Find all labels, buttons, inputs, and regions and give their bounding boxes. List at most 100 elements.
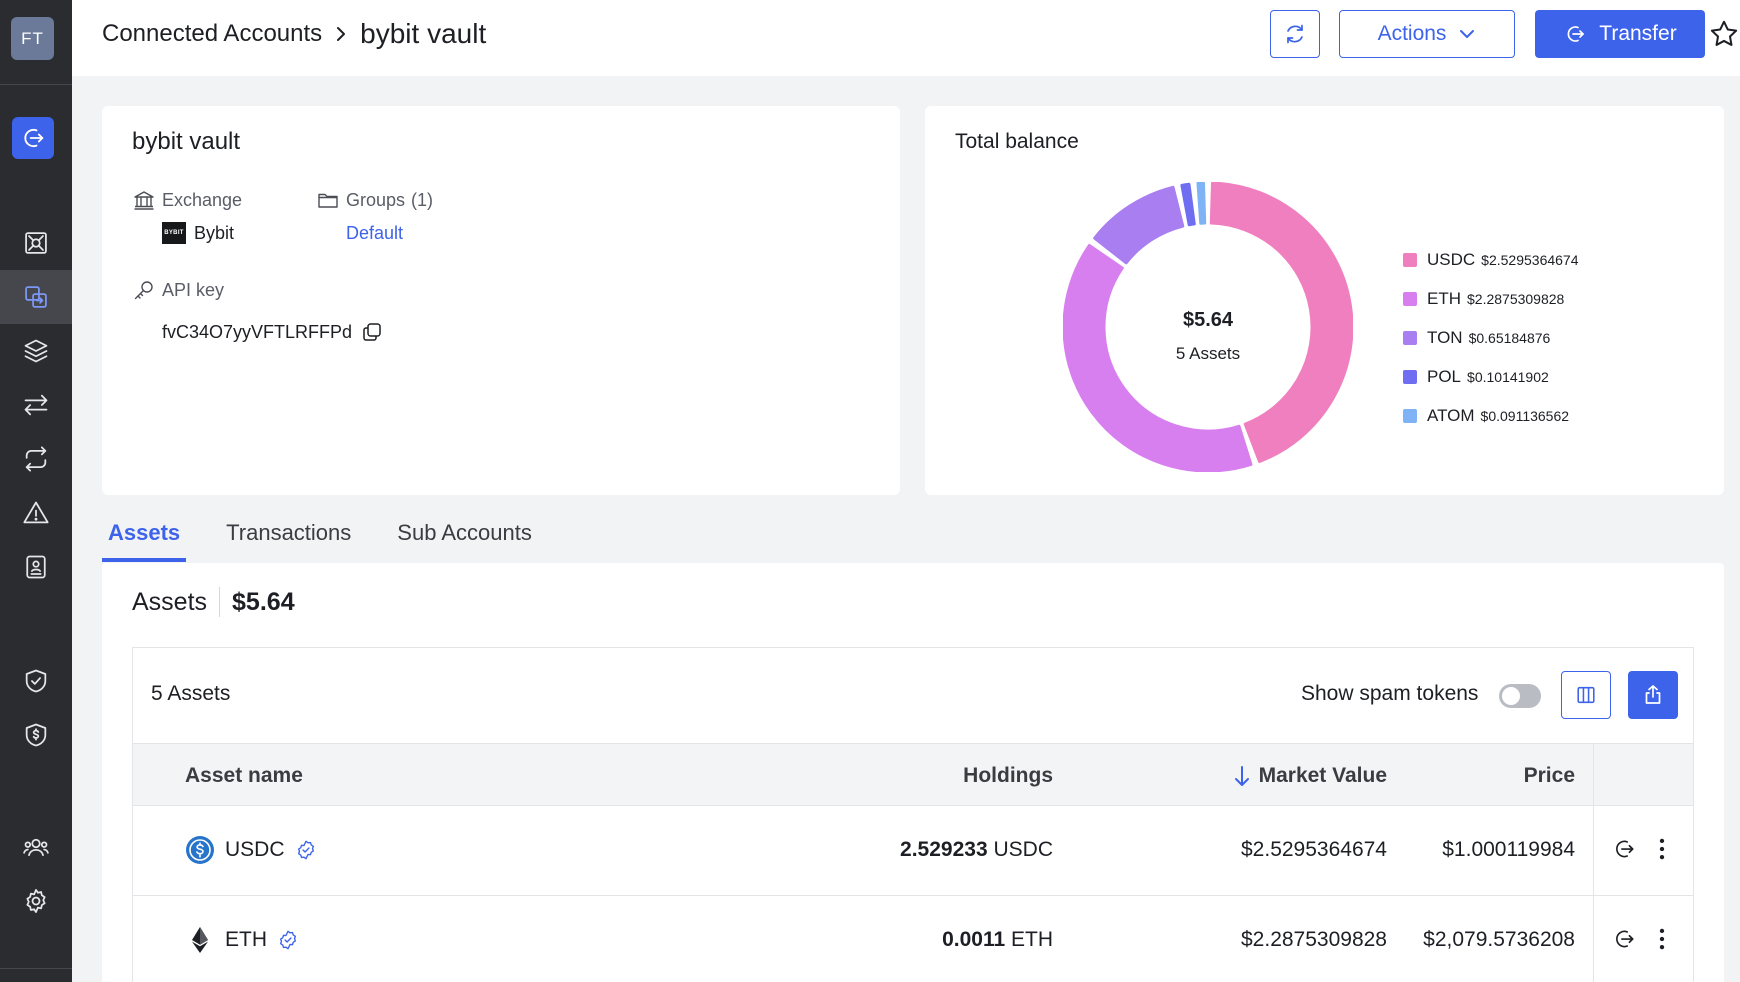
favorite-button[interactable] <box>1699 10 1740 58</box>
actions-dropdown-button[interactable]: Actions <box>1339 10 1515 58</box>
columns-icon <box>1577 686 1595 704</box>
legend-label: ATOM <box>1427 405 1475 425</box>
assets-heading-label: Assets <box>132 587 208 616</box>
tab-sub-accounts[interactable]: Sub Accounts <box>397 520 532 545</box>
account-info-card: bybit vault Exchange BYBIT Bybit Groups … <box>102 106 900 495</box>
total-balance-title: Total balance <box>955 130 1079 153</box>
chevron-right-icon <box>334 25 348 43</box>
sort-arrow-down-icon <box>1234 766 1249 786</box>
table-row[interactable]: USDC 2.529233 USDC $2.5295364674 $1.0001… <box>133 806 1693 896</box>
sidebar-item-alerts[interactable] <box>0 486 72 540</box>
row-more-icon[interactable] <box>1649 836 1675 862</box>
column-holdings[interactable]: Holdings <box>963 764 1053 787</box>
warning-icon <box>23 501 49 524</box>
row-transfer-icon[interactable] <box>1611 836 1637 862</box>
actions-label: Actions <box>1377 22 1447 45</box>
swap-arrows-icon <box>24 394 48 416</box>
legend-label: USDC <box>1427 249 1476 269</box>
legend-label: TON <box>1427 327 1463 347</box>
sticky-column-divider <box>1593 896 1594 982</box>
exchange-label: Exchange <box>132 188 242 212</box>
legend-value: $0.10141902 <box>1467 368 1549 385</box>
assets-table: 5 Assets Show spam tokens Asset name Hol… <box>132 647 1694 982</box>
sidebar-item-assets[interactable] <box>0 324 72 378</box>
transfer-button[interactable]: Transfer <box>1535 10 1705 58</box>
star-icon <box>1710 20 1738 46</box>
donut-center-total: $5.64 <box>1183 309 1234 331</box>
assets-panel: Assets $5.64 5 Assets Show spam tokens A… <box>102 563 1724 982</box>
transfer-icon <box>24 128 44 148</box>
sticky-column-divider <box>1593 744 1594 805</box>
key-icon <box>134 281 153 300</box>
shield-dollar-icon <box>25 723 47 747</box>
refresh-button[interactable] <box>1270 10 1320 58</box>
layers-icon <box>24 339 48 363</box>
assets-total: $5.64 <box>232 587 295 616</box>
breadcrumb-connected-accounts[interactable]: Connected Accounts <box>102 20 323 47</box>
connected-accounts-icon <box>25 286 47 308</box>
sidebar-item-limits[interactable] <box>0 708 72 762</box>
column-price[interactable]: Price <box>1523 764 1575 787</box>
row-transfer-icon[interactable] <box>1611 926 1637 952</box>
holdings-cell: 2.529233 USDC <box>900 838 1053 861</box>
export-button[interactable] <box>1628 671 1678 719</box>
sidebar-item-transactions[interactable] <box>0 378 72 432</box>
assets-heading: Assets $5.64 <box>132 587 295 617</box>
exchange-value: BYBIT Bybit <box>162 222 234 244</box>
verified-badge-icon <box>279 930 297 950</box>
repeat-icon <box>25 446 47 472</box>
column-market-value[interactable]: Market Value <box>1233 764 1387 788</box>
group-link-default[interactable]: Default <box>346 223 404 243</box>
copy-icon[interactable] <box>360 320 384 344</box>
tab-transactions[interactable]: Transactions <box>226 520 352 545</box>
refresh-icon <box>1287 24 1303 44</box>
spam-toggle-label: Show spam tokens <box>1301 682 1479 705</box>
sidebar: FT <box>0 0 72 982</box>
sidebar-item-policies[interactable] <box>0 654 72 708</box>
legend-item-pol: POL $0.10141902 <box>1403 357 1579 396</box>
asset-name-cell: ETH <box>185 925 299 955</box>
account-title: bybit vault <box>132 128 241 155</box>
breadcrumb: Connected Accounts bybit vault <box>102 18 486 50</box>
row-more-icon[interactable] <box>1649 926 1675 952</box>
api-key-label: API key <box>132 278 224 302</box>
assets-count: 5 Assets <box>151 682 231 705</box>
folder-icon <box>318 193 338 208</box>
columns-button[interactable] <box>1561 671 1611 719</box>
toggle-knob <box>1502 687 1520 705</box>
donut-slice-eth[interactable] <box>1063 243 1253 472</box>
table-toolbar: 5 Assets Show spam tokens <box>133 648 1693 743</box>
sidebar-item-users[interactable] <box>0 820 72 874</box>
transfer-icon <box>1567 26 1585 42</box>
market-value-cell: $2.2875309828 <box>1241 928 1387 951</box>
column-asset-name[interactable]: Asset name <box>185 764 303 787</box>
shield-check-icon <box>25 669 47 693</box>
asset-name: ETH <box>225 928 267 951</box>
table-row[interactable]: ETH 0.0011 ETH $2.2875309828 $2,079.5736… <box>133 896 1693 982</box>
legend-item-usdc: USDC $2.5295364674 <box>1403 240 1579 279</box>
sidebar-item-recurring[interactable] <box>0 432 72 486</box>
address-book-icon <box>26 555 46 579</box>
sidebar-item-vaults[interactable] <box>0 216 72 270</box>
sidebar-item-address-book[interactable] <box>0 540 72 594</box>
org-avatar[interactable]: FT <box>11 17 54 60</box>
tab-assets[interactable]: Assets <box>102 512 187 562</box>
spam-tokens-toggle[interactable] <box>1499 684 1541 708</box>
table-header: Asset name Holdings Market Value Price <box>133 743 1693 806</box>
donut-slice-atom[interactable] <box>1196 182 1207 225</box>
balance-donut-chart: $5.64 5 Assets <box>1063 182 1353 472</box>
sidebar-item-transfer[interactable] <box>12 117 54 159</box>
vault-icon <box>25 232 47 254</box>
donut-slice-pol[interactable] <box>1180 182 1196 227</box>
chevron-down-icon <box>1460 30 1475 38</box>
donut-slice-ton[interactable] <box>1093 185 1185 265</box>
sidebar-item-settings[interactable] <box>0 874 72 928</box>
sidebar-item-connected-accounts[interactable] <box>0 270 72 324</box>
sticky-column-divider <box>1593 806 1594 895</box>
price-cell: $1.000119984 <box>1442 838 1575 861</box>
legend-swatch <box>1403 369 1417 384</box>
balance-legend: USDC $2.5295364674 ETH $2.2875309828 TON $0.6… <box>1403 240 1579 435</box>
price-cell: $2,079.5736208 <box>1423 928 1575 951</box>
legend-swatch <box>1403 408 1417 423</box>
donut-slice-usdc[interactable] <box>1209 182 1353 463</box>
